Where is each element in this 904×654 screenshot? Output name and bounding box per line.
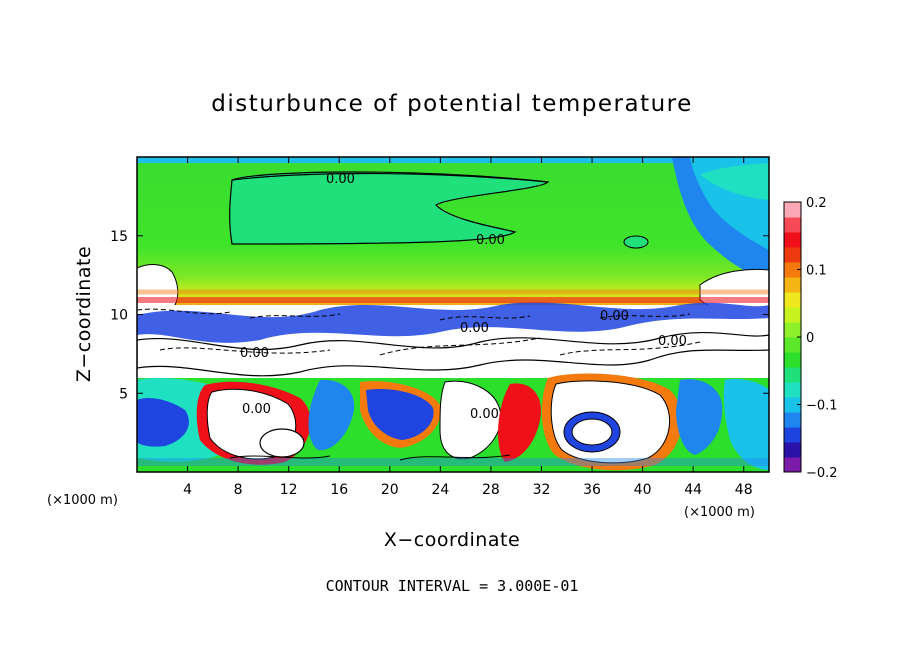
contour-zero-upper [231, 172, 549, 183]
contour-label: 0.00 [470, 407, 499, 422]
contour-label: 0.00 [476, 233, 505, 248]
x-tick-label: 44 [684, 482, 702, 498]
colorbar-swatch [784, 307, 801, 323]
y-tick-label: 5 [119, 386, 128, 402]
x-tick-label: 12 [280, 482, 298, 498]
x-tick-label: 16 [330, 482, 348, 498]
y-tick-label: 10 [110, 308, 128, 324]
colorbar-swatch [784, 262, 801, 278]
contour-label: 0.00 [460, 321, 489, 336]
x-tick-label: 8 [234, 482, 243, 498]
x-tick-label: 32 [533, 482, 551, 498]
contour-label: 0.00 [658, 334, 687, 349]
contour-interval-text: CONTOUR INTERVAL = 3.000E-01 [326, 577, 579, 595]
contour-labels: 0.00 0.00 0.00 0.00 0.00 0.00 0.00 0.00 [240, 172, 687, 422]
x-tick-label: 4 [183, 482, 192, 498]
y-axis: 5 10 15 [110, 229, 769, 402]
colorbar: 0.2 0.1 0 −0.1 −0.2 [783, 196, 838, 481]
colorbar-swatch [784, 397, 801, 413]
x-tick-label: 20 [381, 482, 399, 498]
colorbar-swatch [784, 247, 801, 263]
colorbar-swatch [784, 322, 801, 338]
colorbar-swatch [784, 337, 801, 353]
x-tick-label: 24 [431, 482, 449, 498]
colorbar-swatch [784, 217, 801, 233]
colorbar-tick-label: 0 [806, 331, 814, 346]
colorbar-swatch [784, 427, 801, 443]
colorbar-swatch [784, 412, 801, 428]
y-tick-label: 15 [110, 229, 128, 245]
contour-label: 0.00 [240, 346, 269, 361]
x-axis: 4 8 12 16 20 24 28 32 36 40 44 48 [183, 157, 753, 498]
colorbar-tick-label: 0.1 [806, 264, 827, 279]
calm-region [229, 171, 550, 245]
contour-label: 0.00 [326, 172, 355, 187]
colorbar-swatch [784, 382, 801, 398]
y-axis-label: Z−coordinate [73, 246, 95, 382]
colorbar-swatch [784, 457, 801, 473]
colorbar-swatch [784, 277, 801, 293]
colorbar-tick-label: −0.2 [806, 466, 838, 481]
chart-title: disturbunce of potential temperature [211, 91, 693, 117]
x-tick-label: 40 [634, 482, 652, 498]
heatmap-field [137, 157, 769, 472]
colorbar-swatch [784, 232, 801, 248]
colorbar-swatch [784, 367, 801, 383]
colorbar-swatch [784, 442, 801, 458]
colorbar-tick-label: 0.2 [806, 196, 827, 211]
colorbar-swatch [784, 352, 801, 368]
colorbar-swatch [784, 292, 801, 308]
contour-label: 0.00 [242, 402, 271, 417]
x-axis-label: X−coordinate [384, 529, 520, 551]
x-tick-label: 28 [482, 482, 500, 498]
colorbar-swatch [784, 202, 801, 218]
x-unit-left: (×1000 m) [47, 493, 118, 508]
colorbar-tick-label: −0.1 [806, 399, 838, 414]
contour-label: 0.00 [600, 309, 629, 324]
x-tick-label: 36 [583, 482, 601, 498]
x-tick-label: 48 [735, 482, 753, 498]
x-unit-right: (×1000 m) [684, 505, 755, 520]
